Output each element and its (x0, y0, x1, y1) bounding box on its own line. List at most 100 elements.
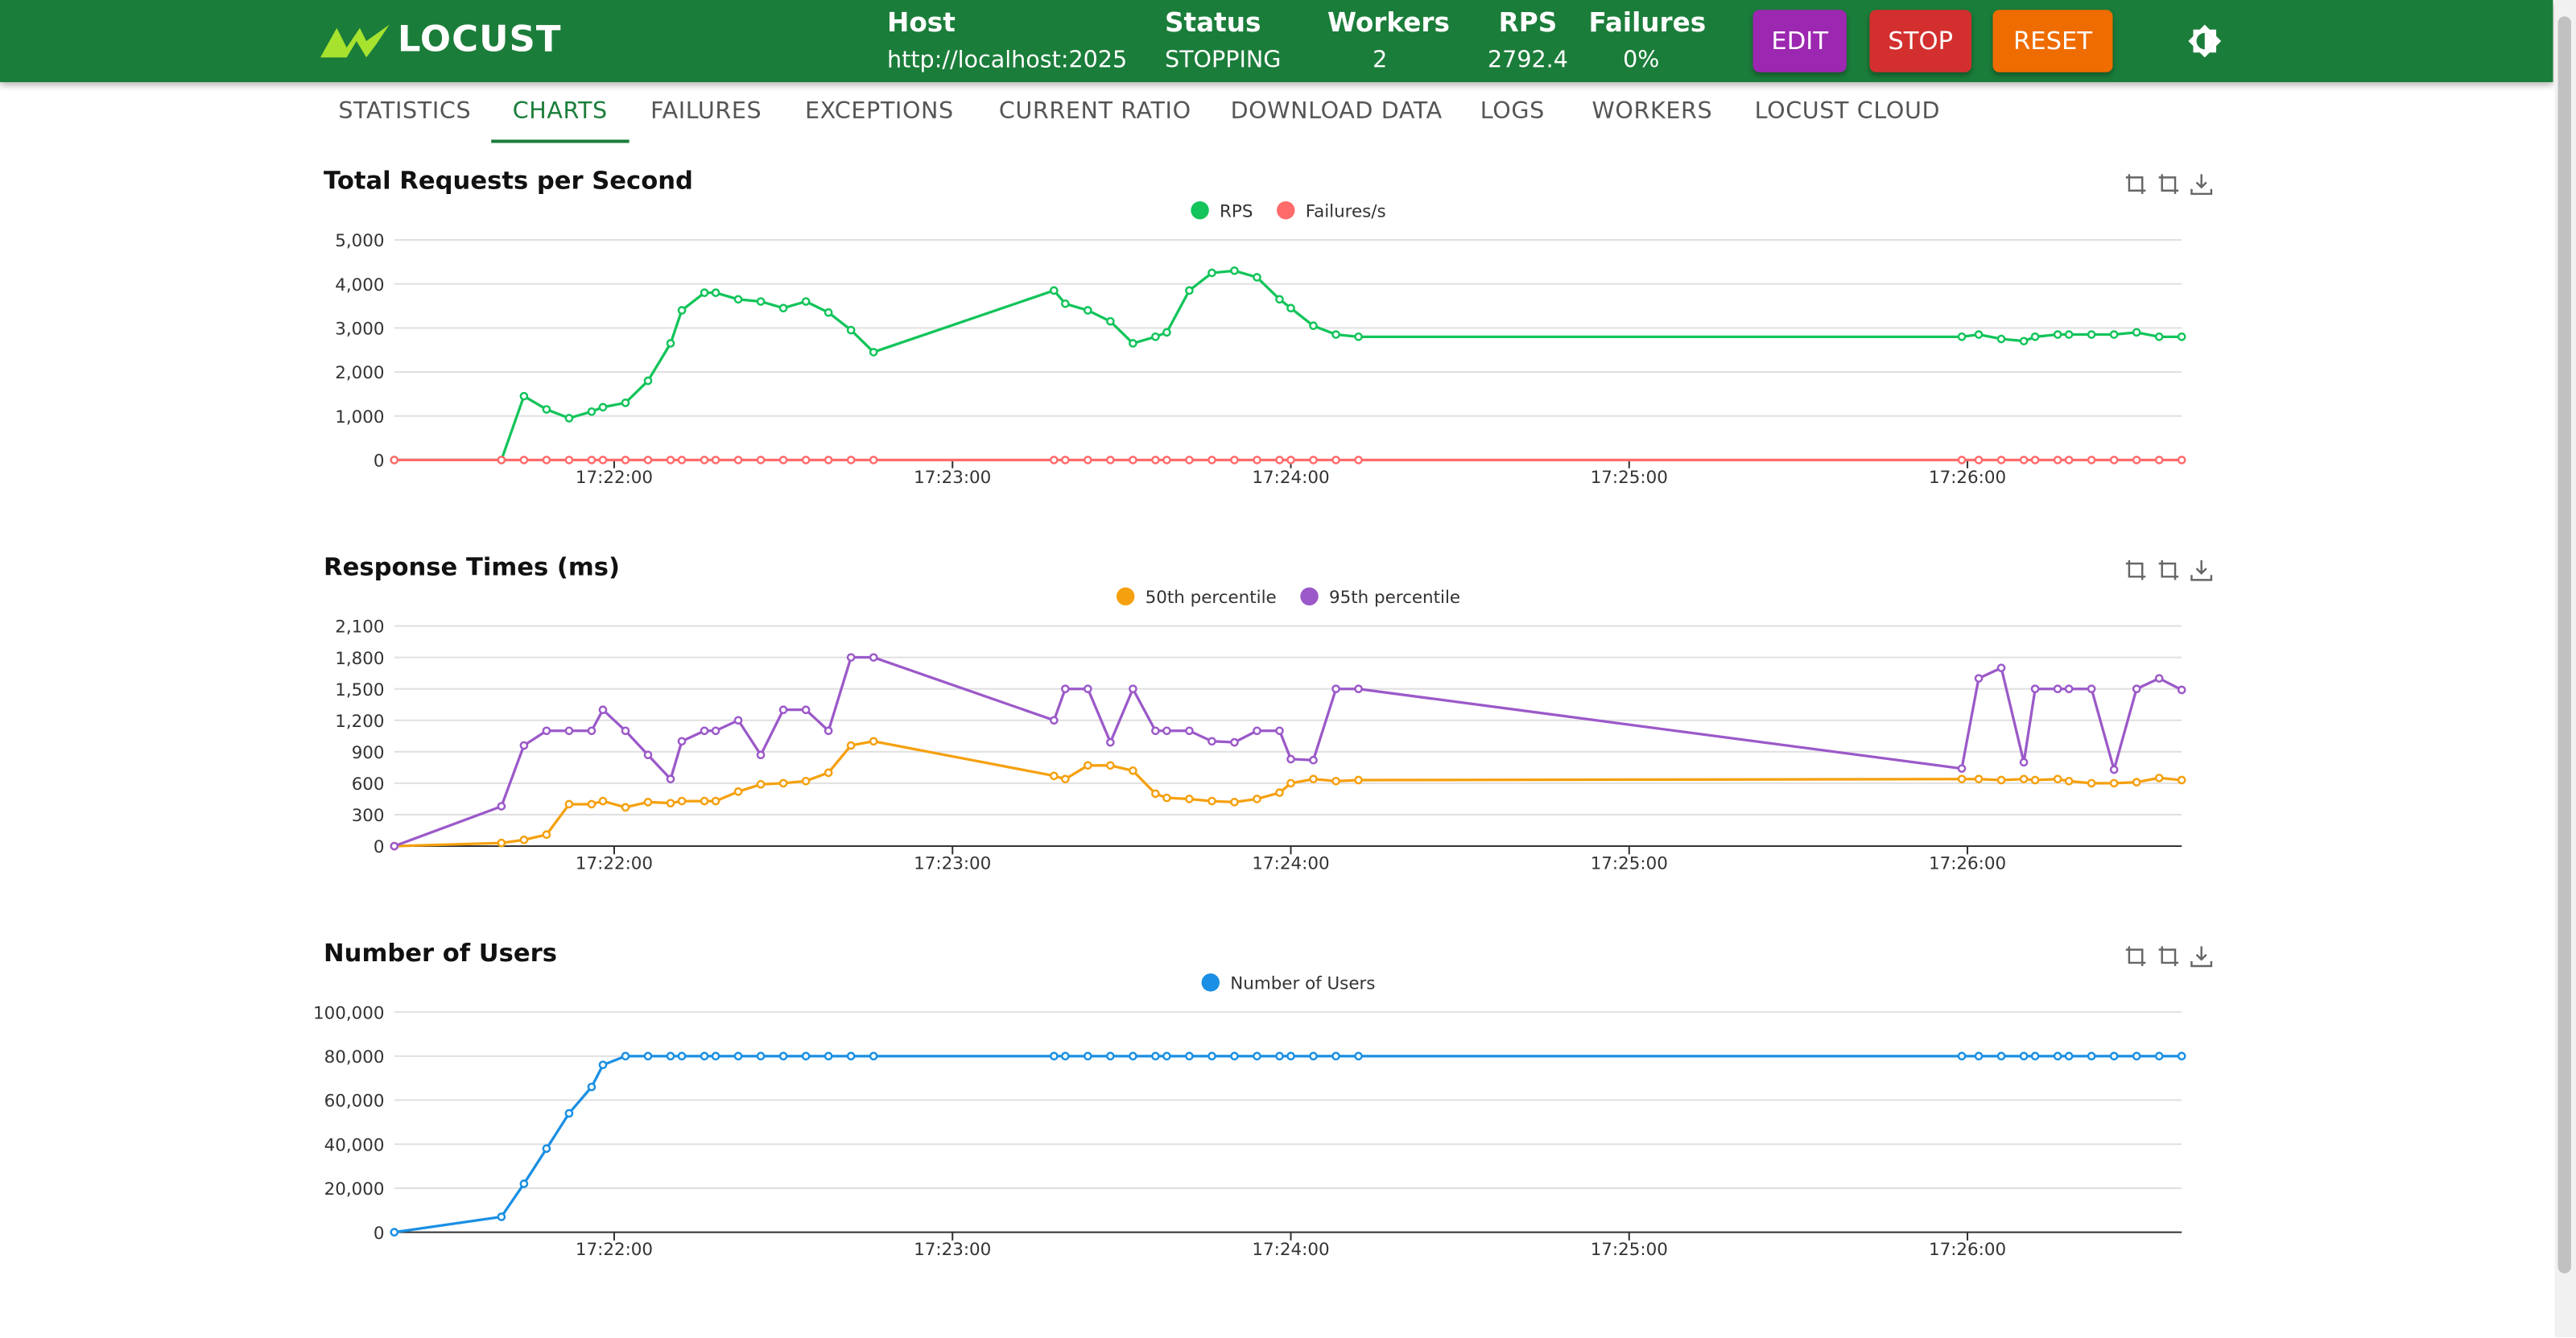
x-tick-label: 17:23:00 (914, 1240, 991, 1260)
data-point (542, 456, 551, 465)
data-point (2064, 456, 2074, 465)
data-point (1129, 456, 1137, 465)
legend-item[interactable]: 50th percentile (1116, 587, 1277, 608)
data-point (711, 796, 720, 806)
data-point (1061, 1051, 1070, 1061)
toolbox-icon[interactable] (2125, 560, 2146, 580)
button[interactable]: RESET (1992, 10, 2113, 72)
data-point (564, 456, 574, 465)
x-tick-label: 17:26:00 (1929, 1240, 2006, 1260)
button[interactable]: EDIT (1752, 10, 1847, 72)
legend-item[interactable]: 95th percentile (1300, 587, 1460, 608)
stat-label: Host (887, 6, 956, 38)
toolbox-icon[interactable] (2158, 560, 2179, 580)
toolbox-icon[interactable] (2190, 560, 2213, 581)
data-point (2154, 332, 2164, 341)
legend: Number of Users (1201, 973, 1376, 994)
data-point (2053, 330, 2062, 339)
data-point (1974, 456, 1984, 465)
data-point (1106, 316, 1115, 326)
toolbox-icon[interactable] (2190, 174, 2213, 196)
data-point (2064, 776, 2074, 786)
logo-icon (320, 24, 390, 58)
data-point (1974, 1051, 1984, 1061)
data-point (1106, 761, 1115, 770)
data-point (677, 1051, 687, 1061)
data-point (1253, 1051, 1261, 1061)
icon-shape (2125, 560, 2146, 580)
toolbox-icon[interactable] (2125, 946, 2146, 967)
y-tick-label: 1,200 (335, 712, 384, 732)
data-point (2154, 456, 2164, 465)
toolbox-icon[interactable] (2158, 174, 2179, 194)
x-tick-label: 17:26:00 (1929, 468, 2006, 488)
legend-item[interactable]: Failures/s (1277, 201, 1386, 221)
data-point (1957, 764, 1967, 773)
data-point (542, 726, 551, 736)
data-point (2177, 456, 2186, 465)
data-point (1162, 726, 1171, 736)
data-point (733, 456, 743, 465)
data-point (643, 750, 653, 760)
data-point (666, 774, 675, 783)
toolbox-icon[interactable] (2125, 174, 2146, 194)
data-point (869, 737, 878, 746)
legend-item[interactable]: RPS (1191, 201, 1253, 221)
stat: Workers 2 (1327, 6, 1450, 74)
toolbox-icon[interactable] (2158, 946, 2179, 967)
stat-label: RPS (1498, 6, 1558, 38)
data-point (519, 835, 529, 845)
data-point (2053, 684, 2062, 693)
data-point (643, 456, 653, 465)
data-point (1957, 1051, 1967, 1061)
data-point (801, 1051, 811, 1061)
tab[interactable]: WORKERS (1591, 98, 1713, 126)
data-point (801, 456, 811, 465)
scrollbar-thumb[interactable] (2557, 16, 2571, 1274)
data-point (2109, 765, 2119, 774)
data-point (1084, 456, 1092, 465)
button[interactable]: STOP (1869, 10, 1971, 72)
tab[interactable]: DOWNLOAD DATA (1230, 98, 1443, 126)
data-point (1185, 795, 1194, 803)
y-tick-label: 600 (352, 774, 385, 795)
data-point (1253, 273, 1261, 282)
data-point (666, 799, 675, 807)
tab[interactable]: STATISTICS (338, 98, 472, 126)
tab[interactable]: EXCEPTIONS (805, 98, 954, 126)
data-point (1253, 456, 1261, 465)
tab[interactable]: LOCUST CLOUD (1754, 98, 1941, 126)
data-point (497, 802, 506, 811)
x-tick-label: 17:24:00 (1252, 854, 1329, 874)
tab[interactable]: FAILURES (650, 98, 762, 126)
tab[interactable]: CHARTS (512, 98, 608, 126)
data-point (1354, 684, 1363, 693)
legend-marker (1201, 973, 1220, 992)
toolbox-icon[interactable] (2190, 946, 2213, 968)
data-point (598, 456, 608, 465)
data-point (1996, 663, 2006, 672)
data-point (677, 456, 687, 465)
data-point (1309, 755, 1318, 765)
data-point (2019, 1051, 2029, 1061)
legend-item[interactable]: Number of Users (1201, 973, 1376, 994)
data-point (390, 841, 399, 851)
tab[interactable]: LOGS (1480, 98, 1545, 126)
data-point (846, 653, 856, 662)
icon-shape (2190, 946, 2213, 968)
data-point (756, 750, 766, 760)
data-point (1974, 330, 1984, 339)
stat-value: 2 (1373, 47, 1388, 74)
y-tick-label: 60,000 (324, 1092, 385, 1112)
tab[interactable]: CURRENT RATIO (998, 98, 1191, 126)
data-point (621, 1051, 630, 1061)
data-point (1309, 321, 1318, 330)
data-point (1084, 306, 1092, 315)
data-point (1354, 1051, 1363, 1061)
data-point (587, 1082, 597, 1092)
data-point (2177, 775, 2186, 785)
x-tick-label: 17:23:00 (914, 468, 991, 488)
y-tick-label: 2,000 (335, 363, 384, 383)
theme-toggle[interactable] (2186, 23, 2223, 60)
data-point (2087, 1051, 2096, 1061)
